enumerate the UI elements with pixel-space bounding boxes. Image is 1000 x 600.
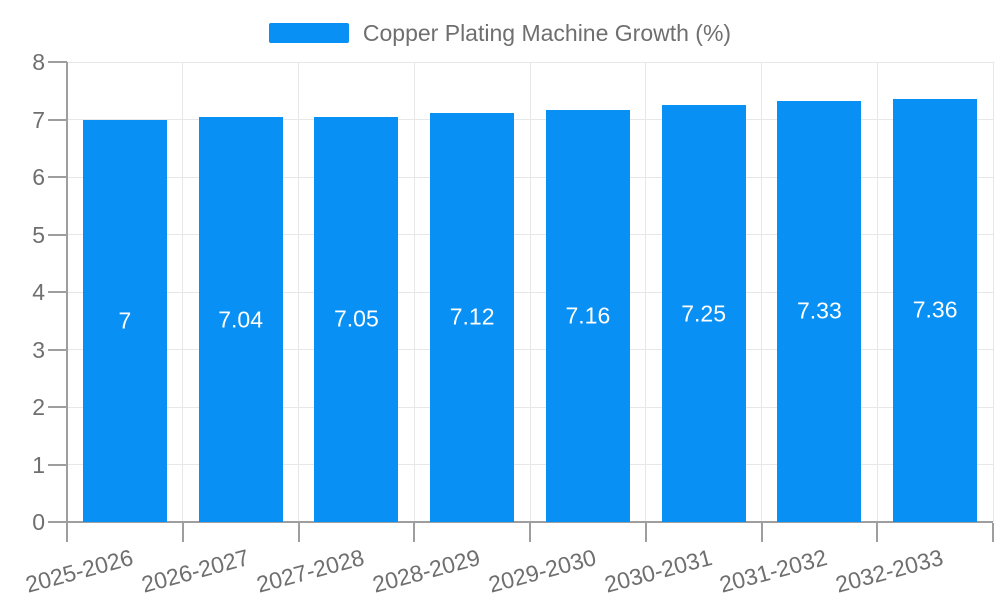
x-gridline bbox=[413, 62, 415, 522]
y-axis-tick bbox=[48, 291, 67, 293]
y-axis-label: 6 bbox=[32, 164, 45, 190]
x-gridline bbox=[876, 62, 878, 522]
y-axis-tick bbox=[48, 463, 67, 466]
legend-label: Copper Plating Machine Growth (%) bbox=[362, 20, 732, 46]
y-axis-tick bbox=[48, 406, 67, 408]
x-axis-label: 2026-2027 bbox=[138, 544, 252, 598]
y-axis-label: 4 bbox=[32, 279, 45, 305]
bar-value-label: 7.04 bbox=[218, 306, 264, 333]
bar-value-label: 7.12 bbox=[449, 303, 495, 330]
bar[interactable]: 7.04 bbox=[198, 117, 283, 522]
x-axis-tick bbox=[66, 523, 68, 542]
bar[interactable]: 7.05 bbox=[314, 116, 399, 522]
x-gridline bbox=[992, 62, 994, 522]
y-axis-tick bbox=[48, 118, 67, 121]
y-axis-line bbox=[66, 62, 68, 522]
y-axis-tick bbox=[48, 233, 67, 236]
x-axis-line bbox=[67, 521, 993, 523]
y-axis-label: 1 bbox=[32, 451, 45, 478]
x-gridline bbox=[761, 62, 762, 522]
bar[interactable]: 7.25 bbox=[661, 105, 746, 522]
legend[interactable]: Copper Plating Machine Growth (%) bbox=[0, 20, 1000, 46]
bar[interactable]: 7 bbox=[82, 119, 167, 522]
x-gridline bbox=[182, 62, 184, 522]
x-axis-label: 2025-2026 bbox=[22, 544, 136, 598]
y-axis-label: 8 bbox=[32, 49, 45, 75]
bar-value-label: 7.36 bbox=[912, 296, 958, 323]
bar[interactable]: 7.36 bbox=[893, 98, 978, 522]
bar[interactable]: 7.33 bbox=[777, 100, 862, 522]
x-axis-tick bbox=[297, 523, 300, 542]
bar-value-label: 7.25 bbox=[681, 300, 727, 327]
x-axis-tick bbox=[413, 523, 416, 542]
x-axis-tick bbox=[760, 523, 763, 542]
y-axis-label: 0 bbox=[32, 509, 45, 535]
y-axis-label: 3 bbox=[32, 336, 45, 363]
x-gridline bbox=[645, 62, 647, 522]
x-axis-tick bbox=[644, 523, 647, 542]
y-axis-tick bbox=[48, 61, 67, 63]
bar-value-label: 7.33 bbox=[796, 297, 842, 324]
y-axis-label: 7 bbox=[32, 106, 45, 133]
bar[interactable]: 7.12 bbox=[430, 112, 515, 522]
x-axis-label: 2027-2028 bbox=[254, 544, 368, 598]
x-gridline bbox=[298, 62, 299, 522]
x-gridline bbox=[529, 62, 531, 522]
y-axis-tick bbox=[48, 348, 67, 351]
x-axis-label: 2030-2031 bbox=[601, 544, 715, 598]
x-axis-tick bbox=[529, 523, 531, 542]
x-axis-tick bbox=[181, 523, 184, 542]
bar-value-label: 7 bbox=[118, 307, 132, 334]
y-axis-label: 2 bbox=[32, 394, 45, 420]
x-axis-label: 2028-2029 bbox=[369, 544, 483, 598]
x-axis-label: 2029-2030 bbox=[485, 544, 599, 598]
y-axis-tick bbox=[48, 176, 67, 178]
bar-value-label: 7.05 bbox=[333, 305, 379, 332]
x-axis-tick bbox=[992, 523, 994, 542]
x-axis-label: 2031-2032 bbox=[717, 544, 831, 598]
x-axis-label: 2032-2033 bbox=[832, 544, 946, 598]
y-axis-label: 5 bbox=[32, 221, 45, 248]
bar[interactable]: 7.16 bbox=[545, 110, 630, 522]
y-axis-tick bbox=[48, 521, 67, 523]
legend-swatch bbox=[268, 23, 349, 43]
bar-value-label: 7.16 bbox=[565, 302, 611, 329]
x-axis-tick bbox=[876, 523, 879, 542]
